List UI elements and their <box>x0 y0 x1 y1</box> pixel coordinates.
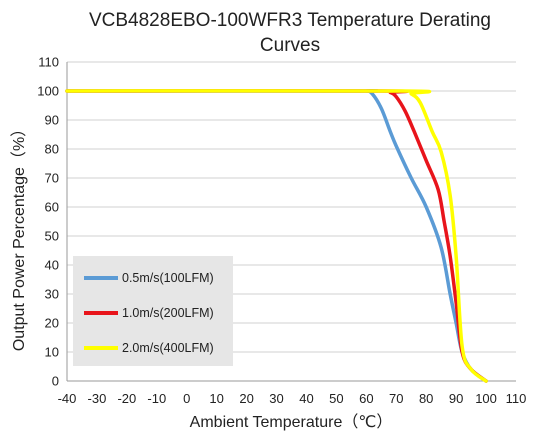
x-tick-label--30: -30 <box>88 391 107 406</box>
x-tick-label-90: 90 <box>449 391 463 406</box>
y-tick-label-70: 70 <box>45 171 59 186</box>
y-tick-label-10: 10 <box>45 345 59 360</box>
series-line-2 <box>65 89 488 383</box>
y-tick-label-110: 110 <box>38 55 59 70</box>
x-tick-label-10: 10 <box>209 391 223 406</box>
y-axis-title: Output Power Percentage（%） <box>10 121 28 351</box>
data-series <box>65 89 488 383</box>
y-tick-label-60: 60 <box>45 200 59 215</box>
x-tick-label--20: -20 <box>117 391 136 406</box>
y-tick-label-90: 90 <box>45 113 59 128</box>
x-tick-label-20: 20 <box>239 391 253 406</box>
y-tick-labels: 0 10 20 30 40 50 60 70 80 90 100 110 <box>37 55 59 389</box>
y-tick-label-20: 20 <box>45 316 59 331</box>
chart-title-line-1: VCB4828EBO-100WFR3 Temperature Derating <box>89 10 491 31</box>
chart-title-line-2: Curves <box>260 35 320 56</box>
legend-label-1.0ms: 1.0m/s(200LFM) <box>122 306 214 320</box>
x-tick-label-50: 50 <box>329 391 343 406</box>
x-tick-label--40: -40 <box>58 391 77 406</box>
y-tick-label-30: 30 <box>45 287 59 302</box>
y-tick-label-0: 0 <box>52 374 59 389</box>
x-tick-label--10: -10 <box>147 391 166 406</box>
y-tick-label-40: 40 <box>45 258 59 273</box>
legend: 0.5m/s(100LFM) 1.0m/s(200LFM) 2.0m/s(400… <box>73 256 233 366</box>
legend-label-2.0ms: 2.0m/s(400LFM) <box>122 341 214 355</box>
x-tick-labels: -40 -30 -20 -10 0 10 20 30 40 50 60 70 80 90 100 110 <box>58 391 527 406</box>
x-axis-title: Ambient Temperature（℃） <box>190 413 393 431</box>
y-tick-label-80: 80 <box>45 142 59 157</box>
x-tick-label-80: 80 <box>419 391 433 406</box>
x-tick-label-110: 110 <box>506 391 527 406</box>
x-tick-label-30: 30 <box>269 391 283 406</box>
x-tick-label-0: 0 <box>183 391 190 406</box>
x-tick-label-40: 40 <box>299 391 313 406</box>
x-tick-label-70: 70 <box>389 391 403 406</box>
x-tick-label-100: 100 <box>475 391 497 406</box>
legend-label-0.5ms: 0.5m/s(100LFM) <box>122 271 214 285</box>
x-tick-label-60: 60 <box>359 391 373 406</box>
axes <box>66 62 516 382</box>
y-tick-label-50: 50 <box>45 229 59 244</box>
y-tick-label-100: 100 <box>37 84 59 99</box>
